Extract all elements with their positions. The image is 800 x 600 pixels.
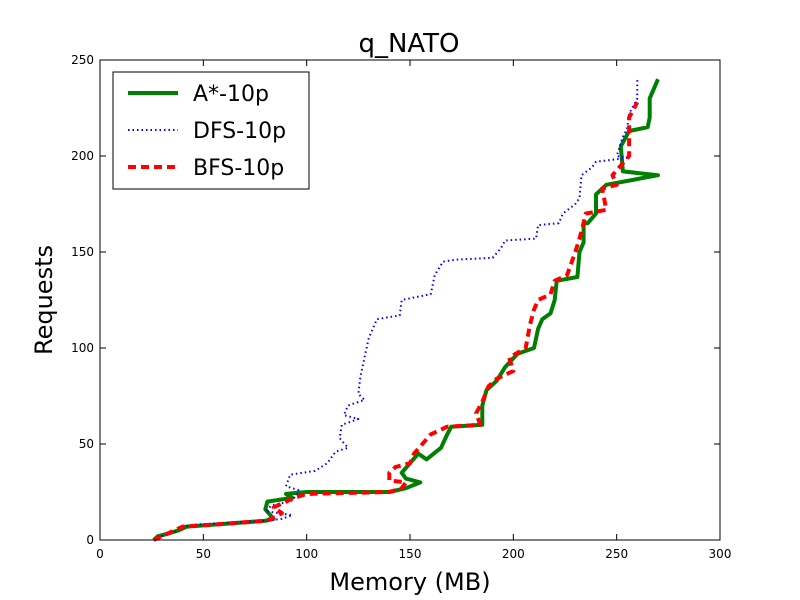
legend-label: DFS-10p [193,119,286,144]
x-axis-label: Memory (MB) [329,568,490,596]
series-layer [152,78,660,542]
x-axis-ticks: 0 50 100 150 200 250 300 [96,60,731,561]
y-tick-label: 100 [71,341,94,355]
x-tick-label: 150 [399,547,422,561]
y-tick-label: 0 [86,533,94,547]
y-tick-label: 250 [71,53,94,67]
x-tick-label: 0 [96,547,104,561]
legend: A*-10p DFS-10p BFS-10p [112,71,310,190]
x-tick-label: 100 [295,547,318,561]
x-tick-label: 250 [605,547,628,561]
x-tick-label: 300 [709,547,732,561]
series-line-dashed [152,101,640,542]
y-tick-label: 50 [79,437,94,451]
y-tick-label: 150 [71,245,94,259]
x-tick-label: 200 [502,547,525,561]
legend-label: BFS-10p [193,156,284,181]
legend-label: A*-10p [193,82,269,107]
x-tick-label: 50 [196,547,211,561]
y-axis-label: Requests [30,245,58,355]
y-tick-label: 200 [71,149,94,163]
chart-title: q_NATO [358,29,459,59]
y-axis-ticks: 0 50 100 150 200 250 [71,53,720,547]
